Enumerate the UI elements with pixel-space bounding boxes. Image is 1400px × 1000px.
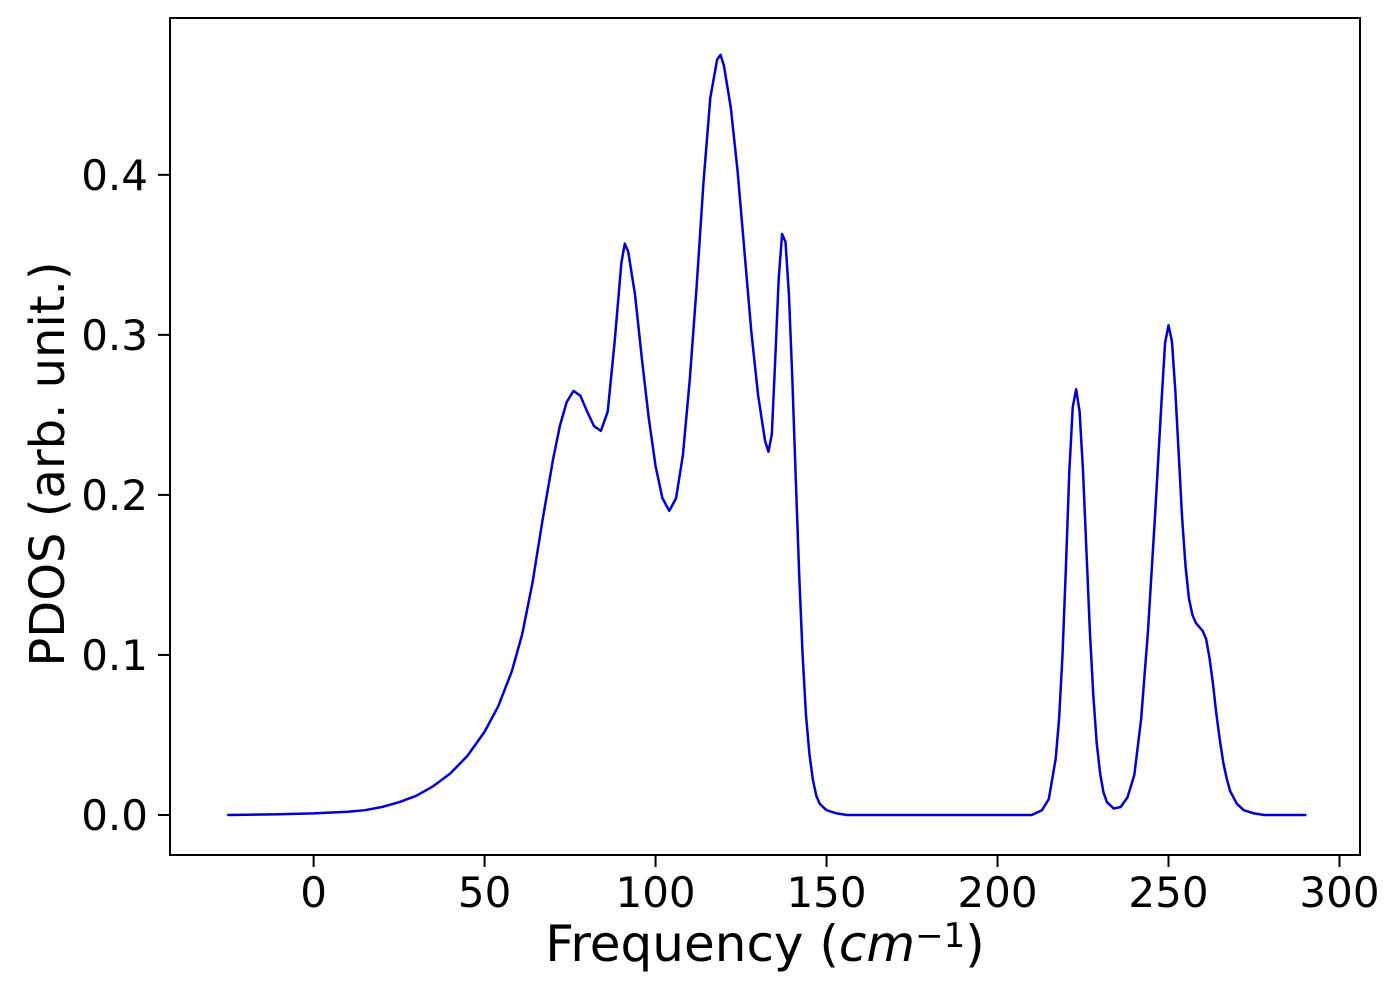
x-tick-label: 300 (1299, 868, 1379, 917)
x-tick-label: 250 (1128, 868, 1208, 917)
x-tick-label: 100 (615, 868, 695, 917)
x-axis-label: Frequency (cm−1) (170, 915, 1360, 973)
y-axis-label-text: PDOS (arb. unit.) (20, 261, 76, 667)
y-tick-label: 0.0 (81, 791, 148, 840)
y-tick-label: 0.1 (81, 631, 148, 680)
y-tick-label: 0.3 (81, 311, 148, 360)
y-axis-label: PDOS (arb. unit.) (20, 164, 76, 764)
x-tick-label: 0 (300, 868, 327, 917)
x-tick-label: 200 (957, 868, 1037, 917)
axes-spines (169, 17, 1361, 856)
x-axis-label-suffix: ) (965, 915, 985, 973)
x-tick-label: 50 (458, 868, 511, 917)
y-tick-label: 0.2 (81, 471, 148, 520)
pdos-curve (226, 53, 1307, 817)
x-axis-label-prefix: Frequency ( (545, 915, 839, 973)
y-tick-label: 0.4 (81, 151, 148, 200)
x-tick-label: 150 (786, 868, 866, 917)
x-axis-label-unit: cm (838, 915, 916, 973)
x-axis-label-exponent: −1 (915, 916, 966, 956)
